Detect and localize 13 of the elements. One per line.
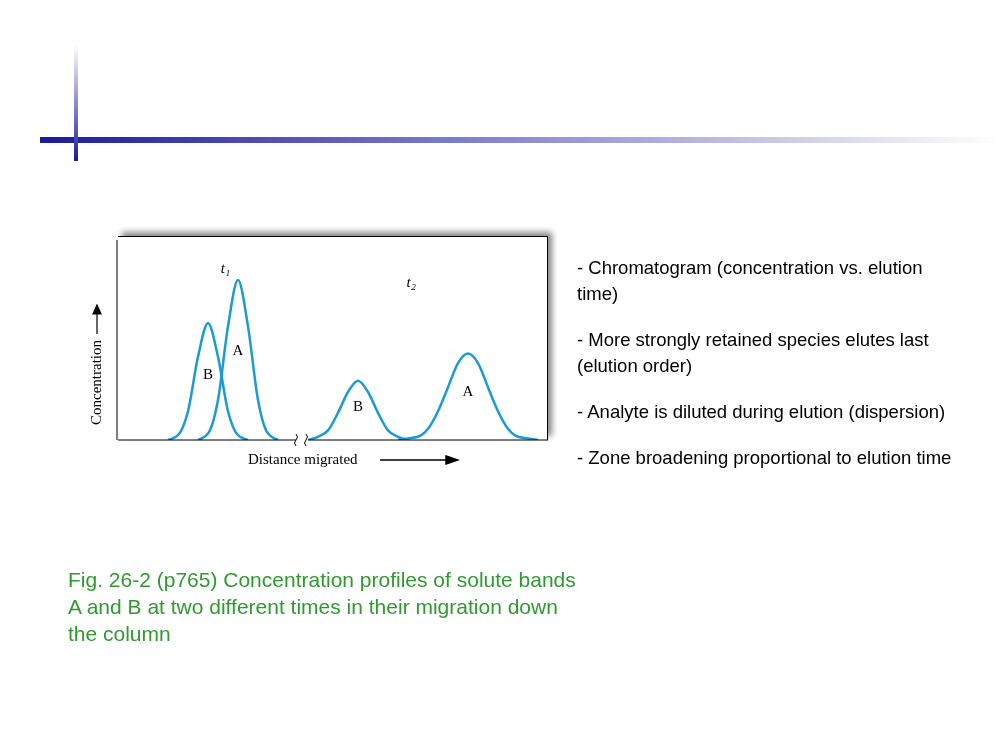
text: - Zone broadening proportional to elution time: [577, 446, 952, 470]
text: - Chromatogram (concentration vs. elution time): [577, 256, 924, 306]
annotation: t₂: [405, 273, 417, 291]
y-axis-title: Concentration: [88, 340, 105, 425]
series-label: B: [202, 366, 214, 383]
text: - Analyte is diluted during elution (dispersion): [577, 400, 947, 424]
text: - More strongly retained species elutes last (elution order): [577, 328, 930, 378]
series-label: A: [232, 342, 244, 359]
text: t₁: [219, 260, 232, 277]
series-label: B: [352, 397, 364, 414]
caption: Fig. 26-2 (p765) Concentration profiles of solute bands A and B at two different times in their migration down the column: [68, 567, 577, 647]
series-label: A: [462, 382, 474, 399]
x-axis-title: Distance migrated: [248, 451, 358, 468]
